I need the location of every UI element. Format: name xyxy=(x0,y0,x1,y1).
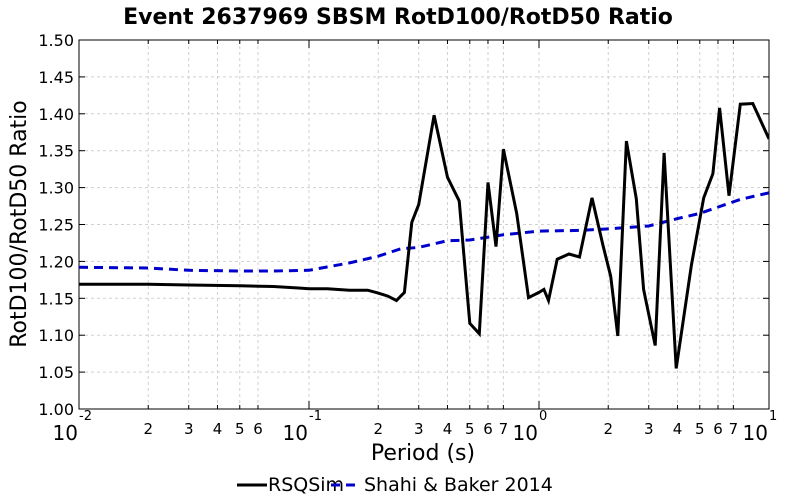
x-minor-tick-label: 2 xyxy=(373,420,383,438)
x-minor-tick-label: 4 xyxy=(443,420,453,438)
x-minor-tick-label: 6 xyxy=(483,420,493,438)
x-major-tick-base: 10 xyxy=(743,421,768,445)
legend-label-rsqsim: RSQSim xyxy=(268,474,344,496)
x-minor-tick-label: 2 xyxy=(143,420,153,438)
x-minor-tick-label: 7 xyxy=(729,420,739,438)
y-tick-label: 1.20 xyxy=(38,252,74,271)
x-major-tick-base: 10 xyxy=(283,421,308,445)
x-major-tick-exponent: -2 xyxy=(79,409,92,424)
y-tick-labels: 1.00 1.05 1.10 1.15 1.20 1.25 1.30 1.35 1.40 1.45… xyxy=(38,31,74,419)
y-tick-label: 1.05 xyxy=(38,363,74,382)
x-major-tick-exponent: 1 xyxy=(769,409,777,424)
x-minor-tick-label: 2 xyxy=(603,420,613,438)
axis-ticks xyxy=(78,39,770,410)
legend: RSQSim Shahi & Baker 2014 xyxy=(237,474,553,496)
y-tick-label: 1.35 xyxy=(38,142,74,161)
y-tick-label: 1.45 xyxy=(38,68,74,87)
x-axis-label: Period (s) xyxy=(371,441,475,466)
y-tick-label: 1.00 xyxy=(38,400,74,419)
y-axis-label: RotD100/RotD50 Ratio xyxy=(7,100,32,348)
y-tick-label: 1.25 xyxy=(38,216,74,235)
chart-title: Event 2637969 SBSM RotD100/RotD50 Ratio xyxy=(123,5,673,30)
series-line-rsqsim xyxy=(79,101,769,369)
x-minor-tick-label: 3 xyxy=(644,420,654,438)
x-minor-tick-label: 3 xyxy=(414,420,424,438)
x-minor-tick-label: 6 xyxy=(253,420,263,438)
y-tick-label: 1.30 xyxy=(38,179,74,198)
y-tick-label: 1.10 xyxy=(38,326,74,345)
x-major-tick-base: 10 xyxy=(513,421,538,445)
x-minor-tick-label: 5 xyxy=(695,420,705,438)
x-minor-tick-label: 4 xyxy=(213,420,223,438)
x-minor-tick-label: 7 xyxy=(499,420,509,438)
y-tick-label: 1.50 xyxy=(38,31,74,50)
y-tick-label: 1.40 xyxy=(38,105,74,124)
y-tick-label: 1.15 xyxy=(38,289,74,308)
legend-label-shahi-baker: Shahi & Baker 2014 xyxy=(364,474,553,496)
x-minor-tick-label: 4 xyxy=(673,420,683,438)
x-minor-tick-label: 5 xyxy=(465,420,475,438)
x-minor-tick-label: 6 xyxy=(713,420,723,438)
x-minor-tick-label: 3 xyxy=(184,420,194,438)
x-minor-tick-label: 5 xyxy=(235,420,245,438)
x-major-tick-exponent: 0 xyxy=(539,409,547,424)
x-major-tick-base: 10 xyxy=(53,421,78,445)
series-layer xyxy=(79,101,769,369)
grid-lines xyxy=(79,39,769,410)
x-major-tick-exponent: -1 xyxy=(309,409,322,424)
